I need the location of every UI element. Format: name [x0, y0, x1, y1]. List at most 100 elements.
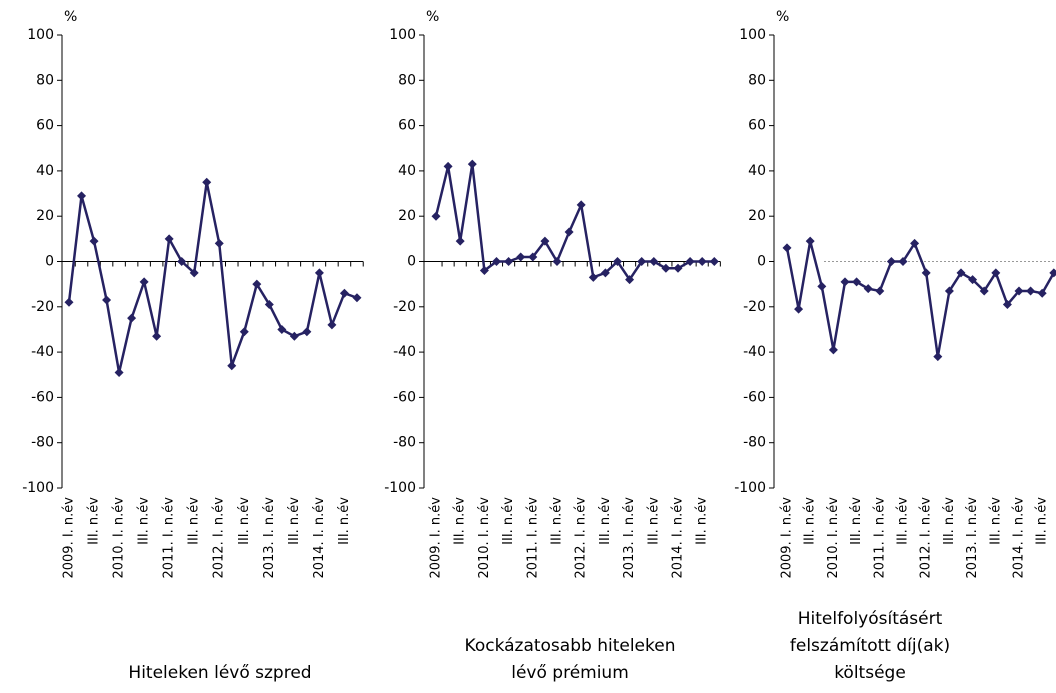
- y-tick-label: -20: [31, 299, 54, 315]
- x-tick-label: 2013. I. n.év: [965, 497, 980, 579]
- data-point: [152, 331, 162, 341]
- data-point: [625, 275, 635, 285]
- data-point: [979, 286, 989, 296]
- data-point: [504, 257, 514, 266]
- data-point: [339, 288, 349, 298]
- data-point: [540, 236, 550, 246]
- y-tick-label: -80: [743, 435, 766, 451]
- data-point: [944, 286, 954, 296]
- data-point: [289, 331, 299, 341]
- y-tick-label: 60: [36, 118, 54, 134]
- data-point: [227, 361, 237, 371]
- x-tick-label: III. n.év: [287, 497, 302, 545]
- data-point: [102, 295, 112, 305]
- x-tick-label: III. n.év: [803, 497, 818, 545]
- y-axis-unit: %: [64, 9, 77, 25]
- x-tick-label: 2010. I. n.év: [112, 497, 127, 579]
- data-point: [1014, 286, 1024, 296]
- y-tick-label: -40: [743, 344, 766, 360]
- y-tick-label: 0: [757, 254, 766, 270]
- data-point: [576, 200, 586, 210]
- y-tick-label: 80: [398, 72, 416, 88]
- data-point: [492, 257, 501, 266]
- y-tick-label: -60: [31, 389, 54, 405]
- y-tick-label: -80: [393, 435, 416, 451]
- x-tick-label: 2012. I. n.év: [212, 497, 227, 579]
- data-point: [910, 238, 920, 248]
- y-tick-label: -40: [31, 344, 54, 360]
- data-point: [852, 277, 862, 287]
- y-tick-label: -20: [393, 299, 416, 315]
- data-point: [302, 327, 312, 337]
- data-point: [467, 159, 477, 169]
- data-point: [649, 257, 659, 266]
- data-point: [177, 257, 187, 266]
- y-tick-label: 20: [398, 208, 416, 224]
- data-point: [443, 161, 453, 171]
- x-tick-label: III. n.év: [87, 497, 102, 545]
- y-tick-label: 40: [398, 163, 416, 179]
- data-point: [968, 275, 978, 285]
- y-tick-label: 100: [27, 27, 54, 43]
- x-tick-label: 2012. I. n.év: [919, 497, 934, 579]
- data-point: [828, 345, 838, 355]
- y-tick-label: -60: [393, 389, 416, 405]
- y-tick-label: -80: [31, 435, 54, 451]
- data-point: [817, 281, 827, 291]
- x-tick-label: III. n.év: [137, 497, 152, 545]
- x-tick-label: 2013. I. n.év: [262, 497, 277, 579]
- data-point: [921, 268, 931, 278]
- y-tick-label: 40: [748, 163, 766, 179]
- y-tick-label: 0: [45, 254, 54, 270]
- chart-title: Hitelfolyósításért felszámított díj(ak) …: [789, 609, 951, 683]
- x-tick-label: 2009. I. n.év: [780, 497, 795, 579]
- y-tick-label: 80: [36, 72, 54, 88]
- x-tick-label: 2010. I. n.év: [477, 497, 492, 579]
- data-point: [697, 257, 707, 266]
- data-point: [709, 257, 719, 266]
- data-point: [956, 268, 966, 278]
- x-tick-label: 2009. I. n.év: [62, 497, 77, 579]
- x-tick-label: III. n.év: [453, 497, 468, 545]
- data-point: [794, 304, 804, 314]
- data-point: [77, 191, 87, 201]
- data-point: [214, 238, 224, 248]
- panel: % -100 -80 -60 -40 -20 0 20 40 60 80 100 2009. I. n.…: [22, 9, 364, 579]
- x-tick-label: III. n.év: [501, 497, 516, 545]
- x-tick-label: 2014. I. n.év: [312, 497, 327, 579]
- data-point: [1037, 288, 1047, 298]
- data-point: [139, 277, 149, 287]
- y-tick-label: -40: [393, 344, 416, 360]
- y-tick-label: 60: [398, 118, 416, 134]
- y-tick-label: 0: [407, 254, 416, 270]
- y-axis-unit: %: [776, 9, 789, 25]
- x-tick-label: III. n.év: [646, 497, 661, 545]
- data-point: [127, 313, 137, 323]
- x-tick-label: III. n.év: [237, 497, 252, 545]
- data-point: [898, 257, 908, 266]
- x-tick-label: 2014. I. n.év: [671, 497, 686, 579]
- data-point: [114, 367, 124, 377]
- data-point: [189, 268, 199, 278]
- data-point: [552, 257, 562, 266]
- data-point: [479, 266, 489, 276]
- data-point: [805, 236, 815, 246]
- data-point: [600, 268, 610, 278]
- y-tick-label: 20: [36, 208, 54, 224]
- data-point: [164, 234, 174, 244]
- data-point: [528, 252, 538, 262]
- data-point: [840, 277, 850, 287]
- y-tick-label: 60: [748, 118, 766, 134]
- data-point: [875, 286, 885, 296]
- data-point: [327, 320, 337, 330]
- panel: % -100 -80 -60 -40 -20 0 20 40 60 80 100 2009. I. n.…: [384, 9, 721, 579]
- x-tick-label: III. n.év: [337, 497, 352, 545]
- x-tick-label: III. n.év: [1035, 497, 1050, 545]
- y-tick-label: 80: [748, 72, 766, 88]
- data-point: [661, 263, 671, 273]
- x-tick-label: III. n.év: [598, 497, 613, 545]
- data-point: [89, 236, 99, 246]
- series-line: [785, 240, 1055, 357]
